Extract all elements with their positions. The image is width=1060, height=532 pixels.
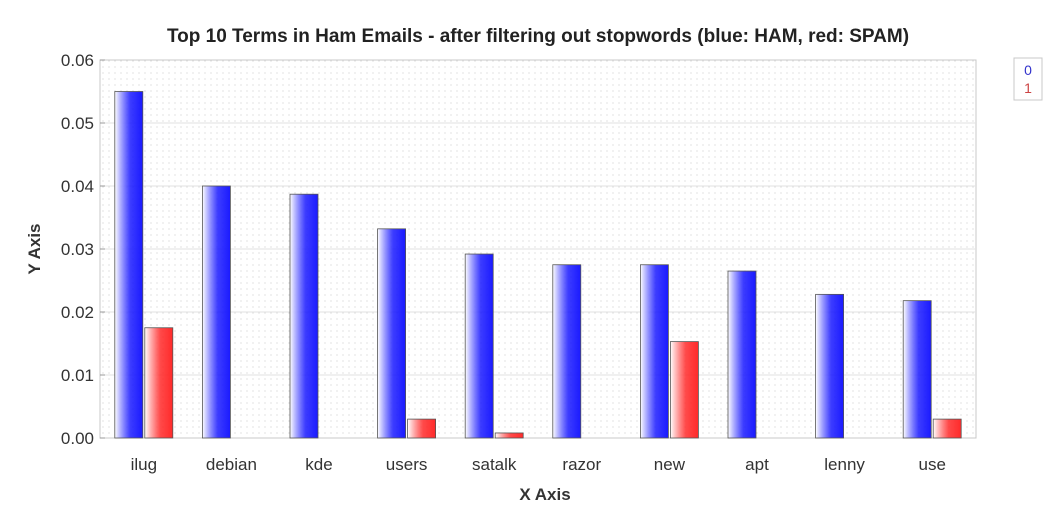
bar-new-series-0 (640, 264, 669, 439)
x-axis-title: X Axis (519, 485, 570, 504)
bar-satalk-series-0 (464, 253, 494, 439)
x-tick-label: satalk (472, 455, 517, 474)
bar-use-series-0 (902, 300, 932, 439)
y-tick-label: 0.03 (61, 240, 94, 259)
legend-box (1013, 57, 1043, 101)
x-tick-label: kde (305, 455, 332, 474)
y-tick-label: 0.06 (61, 51, 94, 70)
x-tick-label: razor (562, 455, 601, 474)
y-tick-label: 0.02 (61, 303, 94, 322)
bar-ilug-series-1 (144, 327, 174, 439)
x-tick-label: users (386, 455, 428, 474)
chart-title: Top 10 Terms in Ham Emails - after filte… (167, 26, 909, 47)
legend-entry-1: 1 (1024, 80, 1032, 96)
bar-new-series-1 (670, 341, 699, 439)
x-tick-label: debian (206, 455, 257, 474)
y-tick-label: 0.05 (61, 114, 94, 133)
bar-razor-series-0 (552, 264, 582, 439)
y-tick-label: 0.00 (61, 429, 94, 448)
x-tick-label: apt (745, 455, 769, 474)
bar-use-series-1 (932, 418, 962, 439)
x-tick-label: ilug (131, 455, 157, 474)
bar-apt-series-0 (727, 270, 757, 439)
bar-debian-series-0 (201, 185, 231, 439)
y-tick-label: 0.01 (61, 366, 94, 385)
y-axis-title: Y Axis (25, 223, 44, 274)
legend-entry-0: 0 (1024, 62, 1032, 78)
bar-users-series-0 (377, 228, 407, 439)
x-tick-label: new (654, 455, 686, 474)
bar-kde-series-0 (289, 193, 319, 439)
x-tick-label: use (918, 455, 945, 474)
bar-satalk-series-1 (494, 432, 524, 439)
bar-lenny-series-0 (815, 293, 844, 439)
bar-users-series-1 (407, 418, 437, 439)
x-tick-label: lenny (824, 455, 865, 474)
y-tick-label: 0.04 (61, 177, 94, 196)
bar-ilug-series-0 (114, 91, 144, 439)
legend: 0 1 (1013, 57, 1043, 101)
